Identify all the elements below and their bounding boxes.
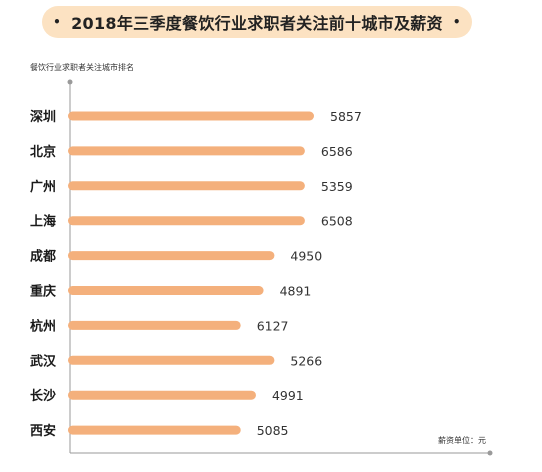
bar xyxy=(68,181,305,191)
category-label: 长沙 xyxy=(30,388,56,404)
bar xyxy=(68,355,275,365)
unit-label: 薪资单位：元 xyxy=(438,436,486,445)
bar xyxy=(68,146,305,156)
bar xyxy=(68,111,314,121)
value-label: 4891 xyxy=(280,284,312,299)
title-right-dot: • xyxy=(452,15,461,29)
chart-title-banner: • 2018年三季度餐饮行业求职者关注前十城市及薪资 • xyxy=(42,6,472,38)
category-label: 杭州 xyxy=(30,318,56,334)
value-label: 6586 xyxy=(321,144,353,159)
value-label: 4950 xyxy=(290,249,322,264)
y-axis-top-dot xyxy=(67,79,73,85)
bar xyxy=(68,320,241,330)
bar xyxy=(68,390,256,400)
category-label: 上海 xyxy=(30,214,56,230)
value-label: 6127 xyxy=(257,318,289,333)
bar xyxy=(68,286,264,295)
bar xyxy=(68,251,275,261)
value-label: 6508 xyxy=(321,214,353,229)
x-axis-end-dot xyxy=(487,450,493,456)
bar xyxy=(68,425,241,435)
title-left-dot: • xyxy=(53,15,62,29)
category-label: 西安 xyxy=(30,423,56,439)
category-label: 北京 xyxy=(30,144,56,160)
category-label: 成都 xyxy=(30,249,56,265)
value-label: 5857 xyxy=(330,109,362,124)
value-label: 4991 xyxy=(272,388,304,403)
chart-title: 2018年三季度餐饮行业求职者关注前十城市及薪资 xyxy=(71,14,443,33)
category-label: 武汉 xyxy=(30,353,57,369)
bar xyxy=(68,216,305,226)
category-label: 深圳 xyxy=(30,109,56,125)
value-label: 5085 xyxy=(257,423,289,438)
category-label: 重庆 xyxy=(30,284,56,300)
value-label: 5359 xyxy=(321,179,353,194)
value-label: 5266 xyxy=(290,353,322,368)
category-label: 广州 xyxy=(30,179,56,195)
y-axis-title: 餐饮行业求职者关注城市排名 xyxy=(30,63,134,72)
